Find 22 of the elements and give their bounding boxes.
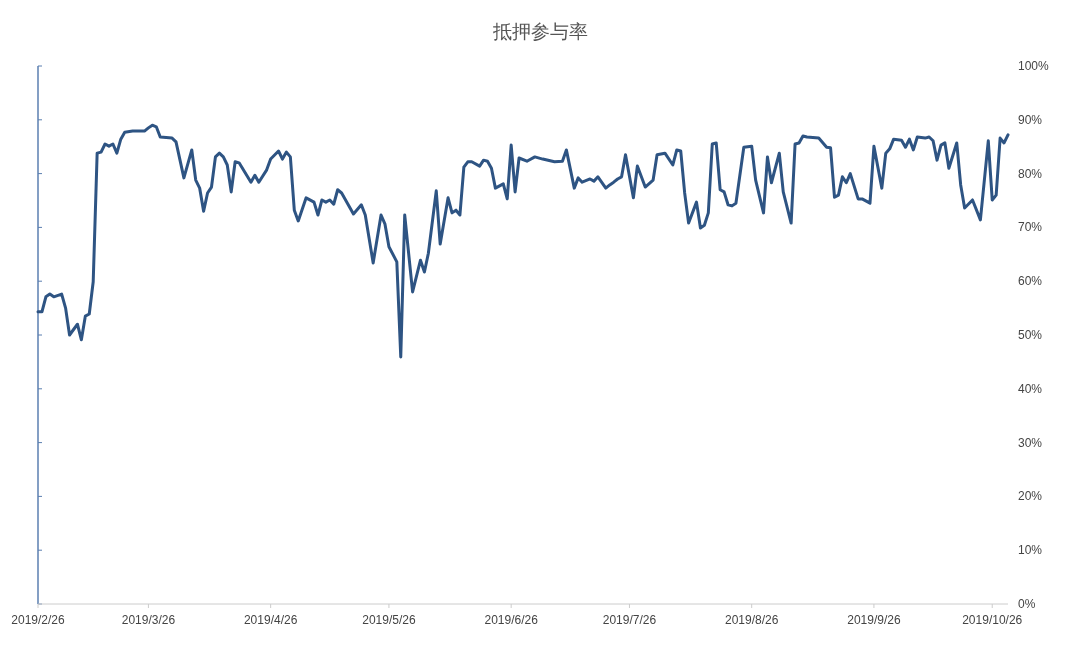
y-tick-label: 0%	[1018, 597, 1036, 611]
x-tick-label: 2019/9/26	[847, 613, 901, 627]
x-tick-label: 2019/7/26	[602, 613, 657, 627]
x-tick-label: 2019/10/26	[962, 613, 1023, 627]
x-tick-label: 2019/8/26	[725, 613, 779, 627]
x-tick-label: 2019/3/26	[121, 613, 176, 627]
line-series	[36, 123, 1010, 359]
x-tick-label: 2019/5/26	[362, 613, 416, 627]
y-tick-label: 20%	[1018, 489, 1043, 504]
x-tick-label: 2019/2/26	[11, 613, 66, 627]
y-tick-label: 60%	[1018, 274, 1043, 289]
y-tick-label: 80%	[1018, 166, 1043, 181]
x-tick-label: 2019/4/26	[243, 613, 298, 627]
y-tick-label: 40%	[1018, 381, 1043, 396]
x-tick-label: 2019/6/26	[484, 613, 539, 627]
y-tick-label: 90%	[1018, 112, 1043, 127]
y-tick-label: 50%	[1018, 328, 1043, 342]
y-tick-label: 100%	[1018, 59, 1050, 73]
chart-title: 抵押参与率	[491, 21, 588, 42]
y-tick-label: 70%	[1018, 220, 1043, 235]
y-tick-label: 10%	[1018, 543, 1043, 558]
y-tick-label: 30%	[1018, 435, 1043, 450]
